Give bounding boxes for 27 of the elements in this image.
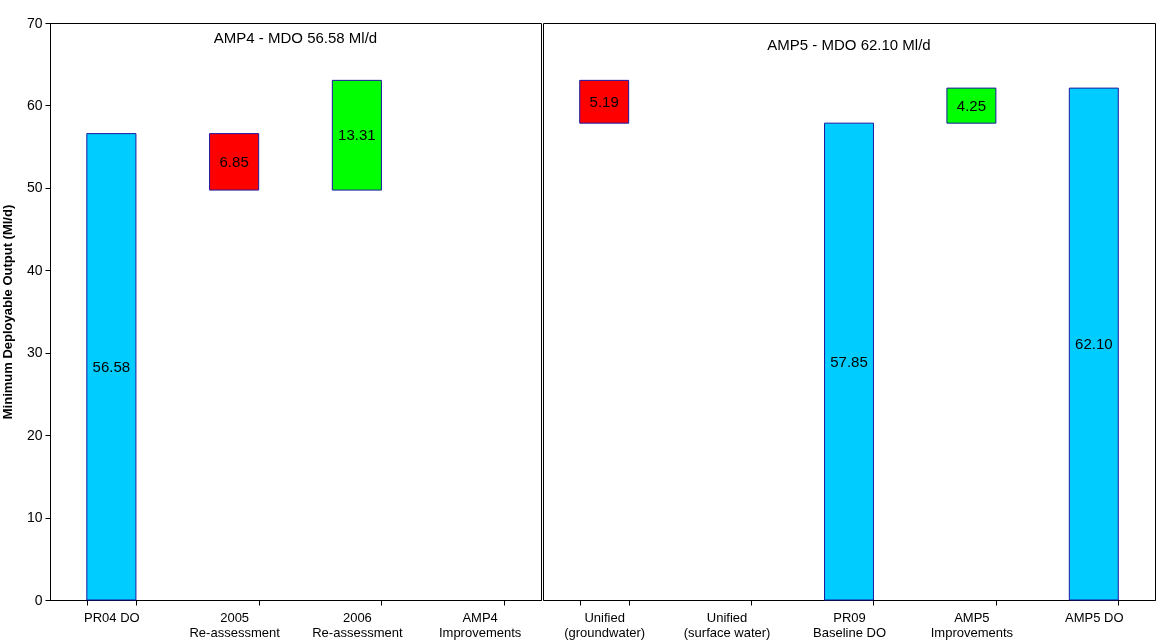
x-tick-label: Unified (groundwater) xyxy=(564,609,646,640)
x-tick-label: AMP5 Improvements xyxy=(930,609,1014,640)
x-tick-label: AMP4 Improvements xyxy=(438,609,522,640)
data-label: 6.85 xyxy=(219,152,249,170)
data-label: 4.25 xyxy=(956,96,986,114)
x-tick-label: 2005 Re-assessment xyxy=(189,609,281,640)
y-tick-label: 20 xyxy=(26,426,43,443)
y-tick-label: 10 xyxy=(26,509,43,526)
y-tick-label: 60 xyxy=(26,96,43,113)
y-tick-label: 0 xyxy=(34,591,43,608)
y-axis-title: Minimum Deployable Output (Ml/d) xyxy=(0,204,15,420)
y-tick-label: 50 xyxy=(26,179,43,196)
y-tick-label: 40 xyxy=(26,261,43,278)
x-tick-label: PR09 Baseline DO xyxy=(813,609,886,640)
data-label: 13.31 xyxy=(338,126,376,144)
data-label: 62.10 xyxy=(1075,335,1113,353)
x-tick-label: 2006 Re-assessment xyxy=(312,609,403,640)
text: AMP5 - MDO 62.10 Ml/d xyxy=(767,36,931,53)
data-label: 57.85 xyxy=(830,352,868,370)
x-tick-label: Unified (surface water) xyxy=(683,609,771,640)
y-tick-label: 30 xyxy=(26,344,43,361)
data-label: 5.19 xyxy=(589,92,619,110)
x-tick-label: PR04 DO xyxy=(84,609,140,625)
x-tick-label: AMP5 DO xyxy=(1065,609,1124,625)
y-tick-label: 70 xyxy=(26,14,43,31)
data-label: 56.58 xyxy=(92,357,131,375)
chart-title: AMP4 - MDO 56.58 Ml/d xyxy=(213,29,378,46)
